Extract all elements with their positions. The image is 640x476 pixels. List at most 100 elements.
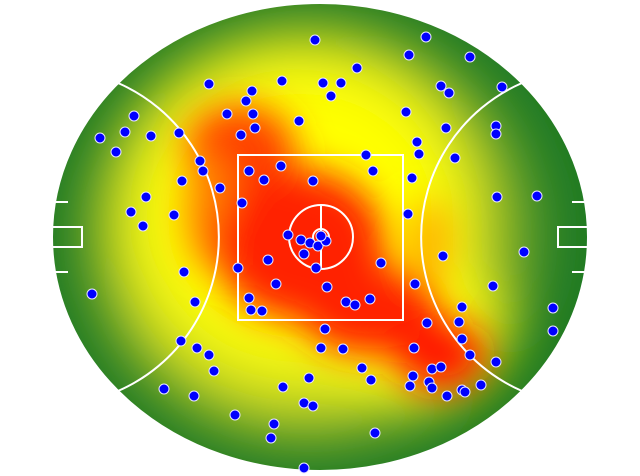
point	[247, 108, 259, 120]
point	[119, 126, 131, 138]
point	[298, 397, 310, 409]
point	[443, 87, 455, 99]
point	[421, 317, 433, 329]
point	[282, 229, 294, 241]
point	[547, 325, 559, 337]
point	[335, 77, 347, 89]
point	[229, 409, 241, 421]
point	[295, 234, 307, 246]
point	[310, 262, 322, 274]
point	[246, 85, 258, 97]
point	[137, 220, 149, 232]
point	[175, 335, 187, 347]
point	[365, 374, 377, 386]
point	[409, 278, 421, 290]
point	[426, 382, 438, 394]
point	[256, 305, 268, 317]
point	[221, 108, 233, 120]
point	[375, 257, 387, 269]
point	[464, 349, 476, 361]
point	[307, 400, 319, 412]
point	[351, 62, 363, 74]
point	[303, 372, 315, 384]
point	[490, 356, 502, 368]
point	[277, 381, 289, 393]
point	[276, 75, 288, 87]
point	[293, 115, 305, 127]
point	[265, 432, 277, 444]
point	[173, 127, 185, 139]
point	[487, 280, 499, 292]
point	[203, 78, 215, 90]
point	[232, 262, 244, 274]
point	[319, 323, 331, 335]
point	[411, 136, 423, 148]
point	[240, 95, 252, 107]
point	[158, 383, 170, 395]
point	[364, 293, 376, 305]
point	[298, 462, 310, 474]
point	[194, 155, 206, 167]
point	[315, 230, 327, 242]
point	[547, 302, 559, 314]
point	[249, 122, 261, 134]
point	[258, 174, 270, 186]
point	[236, 197, 248, 209]
point	[407, 370, 419, 382]
point	[245, 304, 257, 316]
point	[400, 106, 412, 118]
point	[349, 299, 361, 311]
point	[235, 129, 247, 141]
field-lines	[51, 2, 589, 472]
point	[402, 208, 414, 220]
point	[145, 130, 157, 142]
point	[315, 342, 327, 354]
point	[360, 149, 372, 161]
point	[197, 165, 209, 177]
point	[420, 31, 432, 43]
point	[298, 248, 310, 260]
point	[140, 191, 152, 203]
point	[125, 206, 137, 218]
point	[464, 51, 476, 63]
point	[317, 77, 329, 89]
point	[369, 427, 381, 439]
point	[189, 296, 201, 308]
point	[475, 379, 487, 391]
point	[243, 292, 255, 304]
point	[208, 365, 220, 377]
point	[94, 132, 106, 144]
point	[275, 160, 287, 172]
point	[408, 342, 420, 354]
point	[456, 333, 468, 345]
point	[203, 349, 215, 361]
point	[337, 343, 349, 355]
point	[176, 175, 188, 187]
point	[86, 288, 98, 300]
point	[312, 240, 324, 252]
point	[191, 342, 203, 354]
point	[404, 380, 416, 392]
point	[437, 250, 449, 262]
point	[453, 316, 465, 328]
point	[441, 390, 453, 402]
point	[321, 281, 333, 293]
point	[178, 266, 190, 278]
point	[307, 175, 319, 187]
point	[340, 296, 352, 308]
point	[531, 190, 543, 202]
point	[440, 122, 452, 134]
point	[496, 81, 508, 93]
point	[435, 80, 447, 92]
point	[456, 301, 468, 313]
point	[168, 209, 180, 221]
point	[518, 246, 530, 258]
point	[110, 146, 122, 158]
point	[270, 278, 282, 290]
point	[356, 362, 368, 374]
point	[413, 148, 425, 160]
point	[406, 172, 418, 184]
